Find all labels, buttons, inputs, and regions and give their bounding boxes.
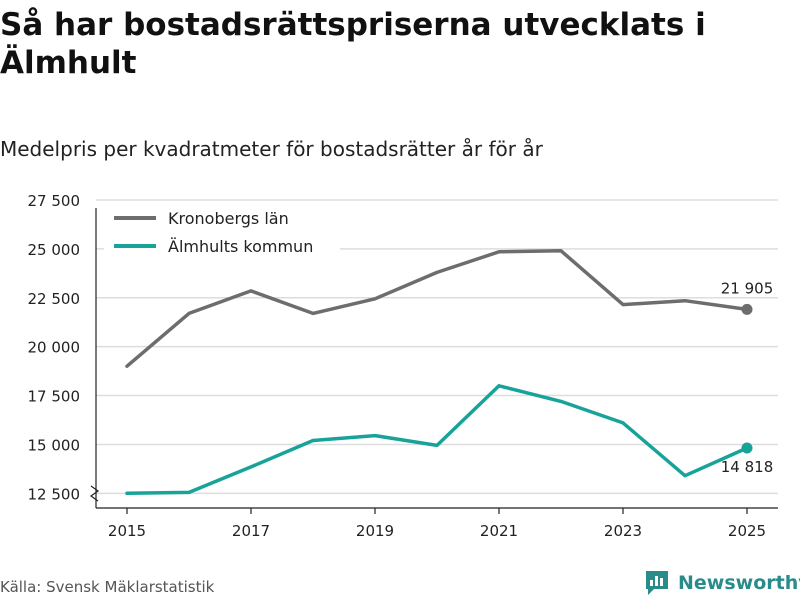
legend-label: Kronobergs län: [168, 209, 289, 228]
y-tick-label: 17 500: [28, 388, 81, 406]
x-tick-label: 2021: [480, 522, 518, 540]
data-label: 21 905: [721, 279, 774, 297]
x-tick-label: 2019: [356, 522, 394, 540]
x-tick-label: 2023: [604, 522, 642, 540]
y-tick-label: 25 000: [28, 241, 81, 259]
axis-break-icon: [89, 485, 100, 502]
legend-background: [104, 203, 340, 261]
series-end-point: [741, 303, 753, 315]
source-note: Källa: Svensk Mäklarstatistik: [0, 578, 215, 596]
series-line: [125, 384, 749, 496]
x-tick-label: 2025: [728, 522, 766, 540]
series-end-point: [741, 442, 753, 454]
x-tick-label: 2017: [232, 522, 270, 540]
y-tick-label: 15 000: [28, 436, 81, 454]
y-tick-label: 22 500: [28, 290, 81, 308]
data-label: 14 818: [721, 458, 774, 476]
legend-label: Älmhults kommun: [168, 237, 313, 256]
y-tick-label: 27 500: [28, 192, 81, 210]
brand-logo: Newsworthy: [644, 569, 800, 597]
newsworthy-logo-icon: [646, 571, 668, 595]
chart-title: Så har bostadsrättspriserna utvecklats i…: [0, 7, 706, 81]
brand-name: Newsworthy: [678, 572, 800, 594]
x-tick-label: 2015: [108, 522, 146, 540]
series-line: [125, 249, 749, 368]
line-chart: 12 500 15 000 17 500 20 000 22 500 25 000 27 5…: [28, 192, 778, 540]
chart-subtitle: Medelpris per kvadratmeter för bostadsrä…: [0, 137, 543, 161]
y-tick-label: 12 500: [28, 485, 81, 503]
y-tick-label: 20 000: [28, 339, 81, 357]
